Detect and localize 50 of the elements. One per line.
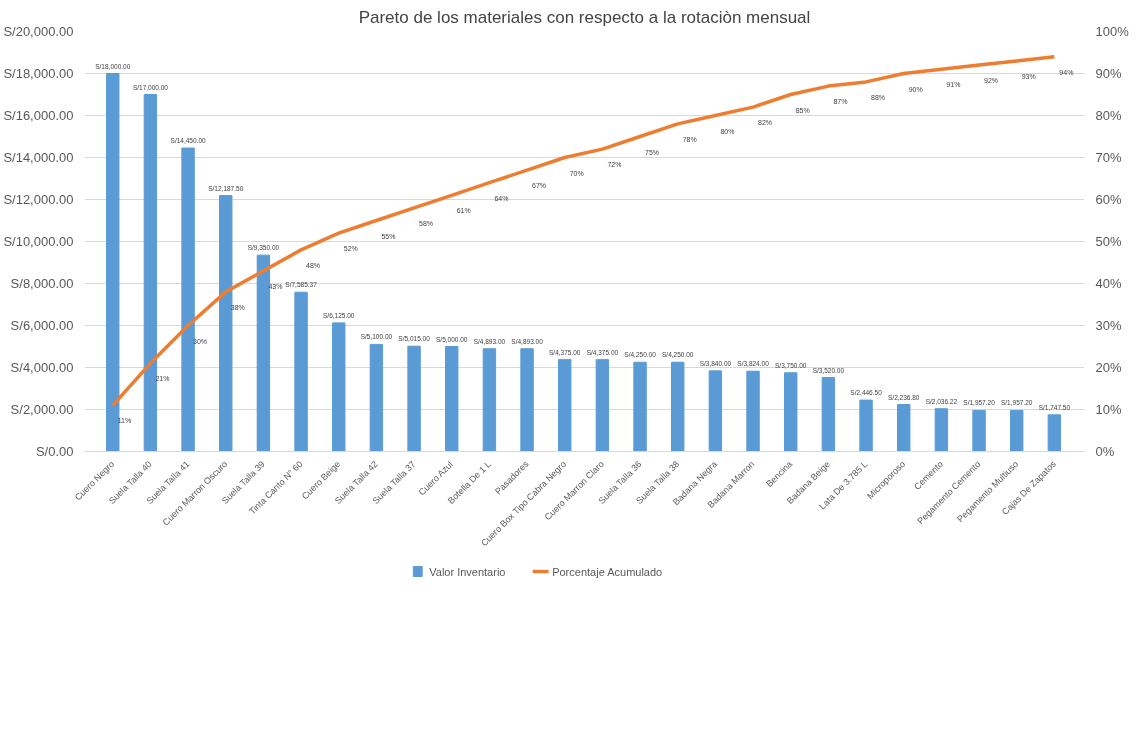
y2-tick-label: 10%	[1095, 402, 1122, 417]
y2-tick-label: 30%	[1095, 318, 1122, 333]
chart-title: Pareto de los materiales con respecto a la rotaciòn mensual	[358, 7, 811, 27]
bar	[595, 359, 610, 452]
bar	[934, 408, 949, 452]
bar	[1047, 414, 1062, 452]
y-tick-label: S/4,000.00	[10, 360, 74, 375]
y-tick-label: S/10,000.00	[3, 234, 74, 249]
bar	[1009, 409, 1024, 452]
y-tick-label: S/0.00	[35, 444, 74, 459]
bar	[520, 348, 534, 452]
y2-tick-label: 90%	[1095, 66, 1122, 81]
bar	[143, 94, 158, 452]
y2-tick-label: 60%	[1095, 192, 1122, 207]
y2-tick-label: 0%	[1095, 444, 1115, 459]
bar	[859, 399, 873, 452]
y2-tick-label: 20%	[1095, 360, 1122, 375]
y2-tick-label: 70%	[1095, 150, 1122, 165]
bar	[708, 370, 723, 452]
bar	[746, 370, 760, 452]
bar	[896, 404, 911, 452]
bar	[671, 361, 685, 452]
y-tick-label: S/2,000.00	[10, 402, 74, 417]
y-tick-label: S/20,000.00	[3, 24, 74, 39]
y-tick-label: S/8,000.00	[10, 276, 74, 291]
bar	[558, 359, 572, 452]
legend-label: Valor Inventario	[429, 565, 506, 578]
y-tick-label: S/6,000.00	[10, 318, 74, 333]
y-tick-label: S/16,000.00	[3, 108, 74, 123]
bar	[784, 372, 798, 452]
bar	[482, 348, 497, 452]
bar	[181, 147, 195, 452]
bar	[445, 346, 459, 452]
bar	[972, 409, 986, 452]
bar	[294, 291, 308, 452]
bar	[407, 345, 421, 452]
y-tick-label: S/14,000.00	[3, 150, 74, 165]
bar	[369, 343, 384, 452]
bar	[219, 195, 233, 452]
bar	[106, 73, 120, 452]
bar	[821, 377, 836, 452]
y2-tick-label: 100%	[1095, 24, 1130, 39]
y-tick-label: S/18,000.00	[3, 66, 74, 81]
y2-tick-label: 50%	[1095, 234, 1122, 249]
legend-label: Porcentaje Acumulado	[552, 565, 663, 578]
y2-tick-label: 40%	[1095, 276, 1122, 291]
bar	[633, 361, 647, 452]
y2-tick-label: 80%	[1095, 108, 1122, 123]
bar	[332, 322, 346, 452]
y-tick-label: S/12,000.00	[3, 192, 74, 207]
